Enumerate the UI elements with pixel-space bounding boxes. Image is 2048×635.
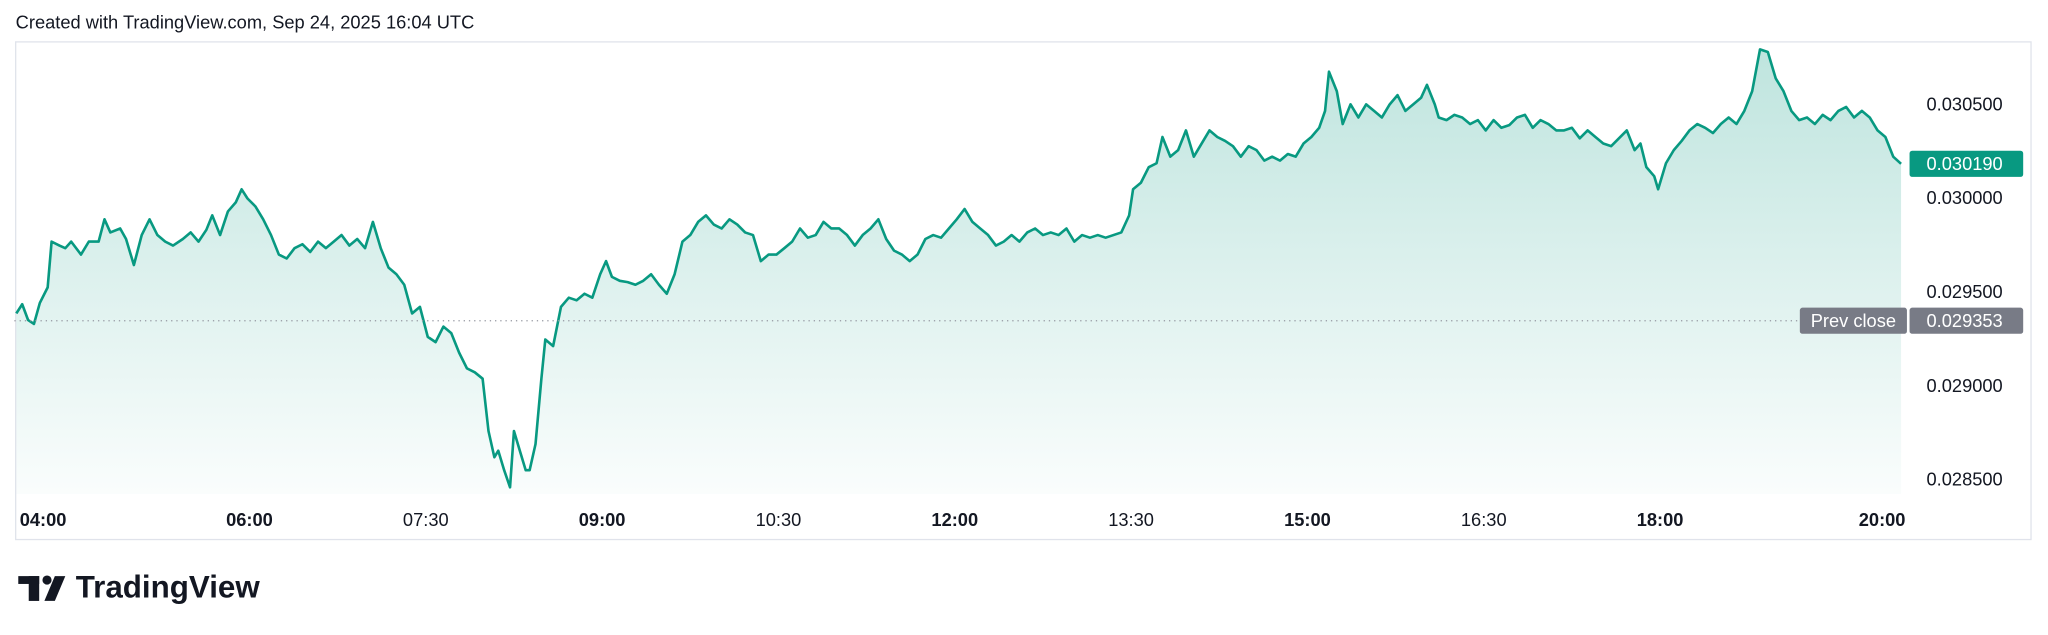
last-price-tag	[1909, 150, 2024, 177]
x-tick-label: 12:00	[931, 509, 978, 530]
x-tick-label: 13:30	[1108, 509, 1154, 530]
logo-mark	[44, 576, 66, 601]
x-tick-label: 04:00	[20, 509, 67, 530]
x-tick-label: 07:30	[403, 509, 449, 530]
x-tick-label: 18:00	[1637, 509, 1684, 530]
watermark-header: Created with TradingView.com, Sep 24, 20…	[16, 11, 475, 32]
y-tick-label: 0.030500	[1927, 93, 2003, 114]
y-tick-label: 0.029000	[1927, 375, 2003, 396]
x-tick-label: 10:30	[756, 509, 802, 530]
logo: TradingView	[18, 569, 260, 604]
x-tick-label: 09:00	[579, 509, 626, 530]
prev-close-price-tag	[1909, 307, 2024, 334]
logo-mark	[42, 575, 52, 585]
area-fill	[16, 49, 1902, 494]
logo-mark	[28, 576, 40, 601]
last-price: 0.030190	[1927, 153, 2003, 174]
x-tick-label: 16:30	[1461, 509, 1507, 530]
x-tick-label: 06:00	[226, 509, 273, 530]
x-tick-label: 20:00	[1859, 509, 1906, 530]
prev-close-name: Prev close	[1811, 310, 1896, 331]
x-tick-label: 15:00	[1284, 509, 1331, 530]
y-tick-label: 0.028500	[1927, 469, 2003, 490]
y-tick-label: 0.030000	[1927, 187, 2003, 208]
prev-close-tag	[1799, 307, 1907, 334]
logo-text: TradingView	[76, 569, 261, 604]
y-tick-label: 0.029500	[1927, 281, 2003, 302]
chart-frame	[15, 41, 2032, 541]
price-line	[15, 48, 1902, 489]
prev-close-price: 0.029353	[1927, 310, 2003, 331]
